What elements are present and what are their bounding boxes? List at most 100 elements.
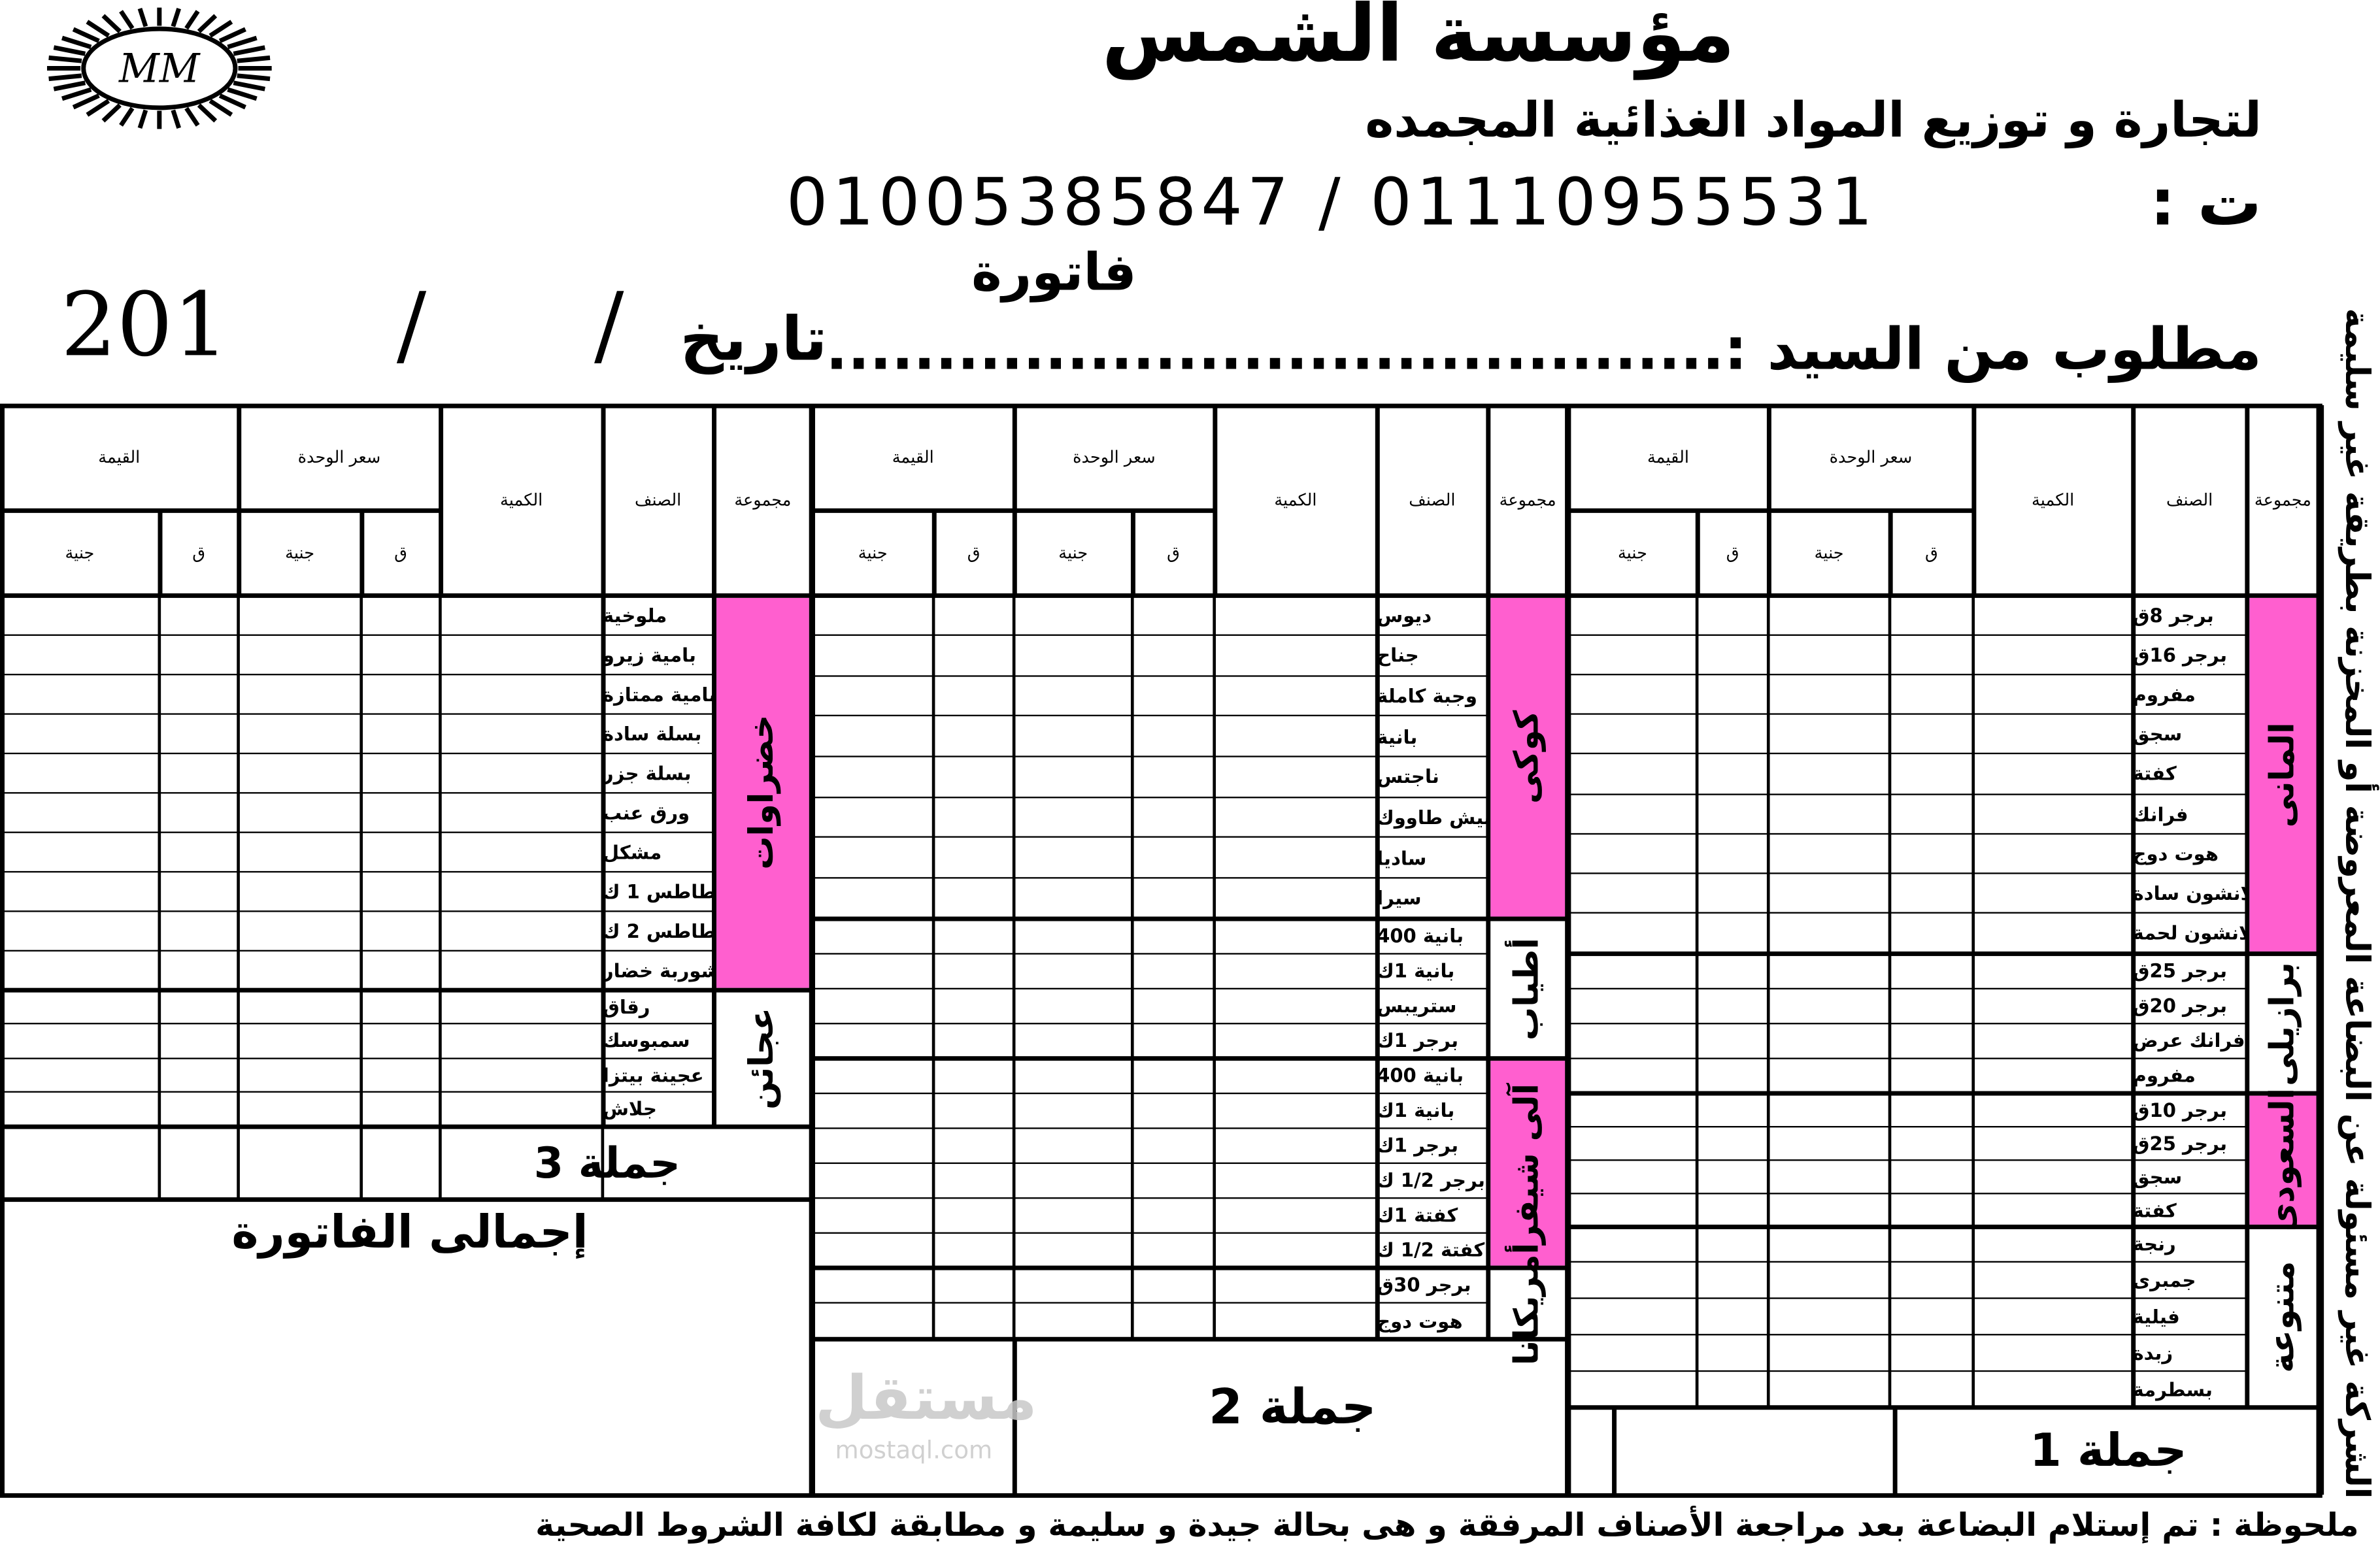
unit-price-piasters-cell[interactable]: [1132, 635, 1214, 676]
value-pounds-cell[interactable]: [1568, 1159, 1697, 1193]
quantity-cell[interactable]: [1215, 918, 1377, 953]
quantity-cell[interactable]: [440, 832, 602, 871]
value-piasters-cell[interactable]: [159, 1058, 239, 1092]
value-pounds-cell[interactable]: [1568, 1226, 1697, 1262]
unit-price-piasters-cell[interactable]: [1132, 676, 1214, 716]
quantity-cell[interactable]: [1215, 988, 1377, 1023]
unit-price-pounds-cell[interactable]: [1014, 635, 1132, 676]
unit-price-piasters-cell[interactable]: [361, 1058, 441, 1092]
unit-price-pounds-cell[interactable]: [1014, 1197, 1132, 1232]
unit-price-piasters-cell[interactable]: [1132, 757, 1214, 797]
date-field[interactable]: 201 / /: [60, 273, 624, 376]
value-pounds-cell[interactable]: [812, 918, 933, 953]
value-pounds-cell[interactable]: [1568, 1334, 1697, 1370]
unit-price-piasters-cell[interactable]: [1890, 1023, 1973, 1057]
quantity-cell[interactable]: [440, 792, 602, 831]
unit-price-piasters-cell[interactable]: [361, 674, 441, 713]
quantity-cell[interactable]: [1215, 1303, 1377, 1339]
unit-price-pounds-cell[interactable]: [1768, 635, 1890, 674]
quantity-cell[interactable]: [1973, 1334, 2133, 1370]
unit-price-piasters-cell[interactable]: [1132, 953, 1214, 987]
quantity-cell[interactable]: [1215, 1058, 1377, 1093]
unit-price-piasters-cell[interactable]: [1890, 674, 1973, 714]
value-piasters-cell[interactable]: [933, 716, 1014, 757]
unit-price-piasters-cell[interactable]: [361, 989, 441, 1023]
unit-price-piasters-cell[interactable]: [1890, 1299, 1973, 1334]
value-piasters-cell[interactable]: [933, 1127, 1014, 1162]
value-pounds-cell[interactable]: [0, 832, 159, 871]
unit-price-pounds-cell[interactable]: [1014, 1093, 1132, 1127]
value-piasters-cell[interactable]: [159, 871, 239, 910]
unit-price-pounds-cell[interactable]: [1014, 837, 1132, 878]
unit-price-pounds-cell[interactable]: [239, 713, 361, 752]
quantity-cell[interactable]: [1973, 1370, 2133, 1406]
value-pounds-cell[interactable]: [812, 635, 933, 676]
value-piasters-cell[interactable]: [159, 1092, 239, 1126]
unit-price-pounds-cell[interactable]: [1014, 1267, 1132, 1303]
quantity-cell[interactable]: [440, 910, 602, 950]
unit-price-piasters-cell[interactable]: [361, 1023, 441, 1057]
unit-price-piasters-cell[interactable]: [361, 832, 441, 871]
value-pounds-cell[interactable]: [1568, 1193, 1697, 1226]
value-piasters-cell[interactable]: [933, 953, 1014, 987]
unit-price-piasters-cell[interactable]: [1890, 595, 1973, 635]
unit-price-piasters-cell[interactable]: [1132, 1023, 1214, 1057]
quantity-cell[interactable]: [440, 713, 602, 752]
unit-price-pounds-cell[interactable]: [239, 674, 361, 713]
unit-price-pounds-cell[interactable]: [1014, 878, 1132, 918]
unit-price-pounds-cell[interactable]: [1768, 834, 1890, 874]
value-pounds-cell[interactable]: [0, 910, 159, 950]
unit-price-piasters-cell[interactable]: [1890, 834, 1973, 874]
value-piasters-cell[interactable]: [933, 1023, 1014, 1057]
value-piasters-cell[interactable]: [933, 1233, 1014, 1267]
unit-price-piasters-cell[interactable]: [1132, 918, 1214, 953]
value-piasters-cell[interactable]: [159, 1023, 239, 1057]
value-piasters-cell[interactable]: [159, 635, 239, 674]
value-piasters-cell[interactable]: [1697, 953, 1768, 987]
value-piasters-cell[interactable]: [1697, 1193, 1768, 1226]
quantity-cell[interactable]: [1973, 988, 2133, 1023]
value-piasters-cell[interactable]: [933, 988, 1014, 1023]
unit-price-piasters-cell[interactable]: [361, 1092, 441, 1126]
value-piasters-cell[interactable]: [159, 832, 239, 871]
quantity-cell[interactable]: [1973, 1193, 2133, 1226]
quantity-cell[interactable]: [1215, 1233, 1377, 1267]
value-pounds-cell[interactable]: [0, 753, 159, 792]
value-pounds-cell[interactable]: [0, 1058, 159, 1092]
quantity-cell[interactable]: [440, 674, 602, 713]
value-pounds-cell[interactable]: [812, 1093, 933, 1127]
value-piasters-cell[interactable]: [1697, 1226, 1768, 1262]
unit-price-piasters-cell[interactable]: [1890, 1263, 1973, 1299]
unit-price-pounds-cell[interactable]: [1768, 988, 1890, 1023]
unit-price-piasters-cell[interactable]: [1132, 878, 1214, 918]
value-piasters-cell[interactable]: [933, 1058, 1014, 1093]
value-pounds-cell[interactable]: [812, 953, 933, 987]
value-piasters-cell[interactable]: [1697, 913, 1768, 953]
value-pounds-cell[interactable]: [812, 1163, 933, 1197]
unit-price-piasters-cell[interactable]: [361, 910, 441, 950]
unit-price-piasters-cell[interactable]: [1132, 797, 1214, 837]
unit-price-piasters-cell[interactable]: [1132, 1267, 1214, 1303]
value-piasters-cell[interactable]: [933, 595, 1014, 635]
value-pounds-cell[interactable]: [0, 595, 159, 634]
value-piasters-cell[interactable]: [1697, 1023, 1768, 1057]
quantity-cell[interactable]: [1973, 714, 2133, 754]
value-pounds-cell[interactable]: [1568, 714, 1697, 754]
unit-price-piasters-cell[interactable]: [1132, 1303, 1214, 1339]
unit-price-piasters-cell[interactable]: [1132, 1093, 1214, 1127]
value-piasters-cell[interactable]: [933, 878, 1014, 918]
unit-price-pounds-cell[interactable]: [1768, 1226, 1890, 1262]
value-pounds-cell[interactable]: [1568, 1126, 1697, 1159]
quantity-cell[interactable]: [1973, 635, 2133, 674]
unit-price-pounds-cell[interactable]: [239, 989, 361, 1023]
unit-price-piasters-cell[interactable]: [1890, 988, 1973, 1023]
value-pounds-cell[interactable]: [1568, 635, 1697, 674]
unit-price-piasters-cell[interactable]: [1132, 837, 1214, 878]
unit-price-pounds-cell[interactable]: [1768, 794, 1890, 834]
value-piasters-cell[interactable]: [159, 792, 239, 831]
value-pounds-cell[interactable]: [1568, 873, 1697, 913]
quantity-cell[interactable]: [1215, 595, 1377, 635]
value-piasters-cell[interactable]: [933, 1163, 1014, 1197]
value-piasters-cell[interactable]: [159, 950, 239, 989]
unit-price-pounds-cell[interactable]: [1768, 595, 1890, 635]
